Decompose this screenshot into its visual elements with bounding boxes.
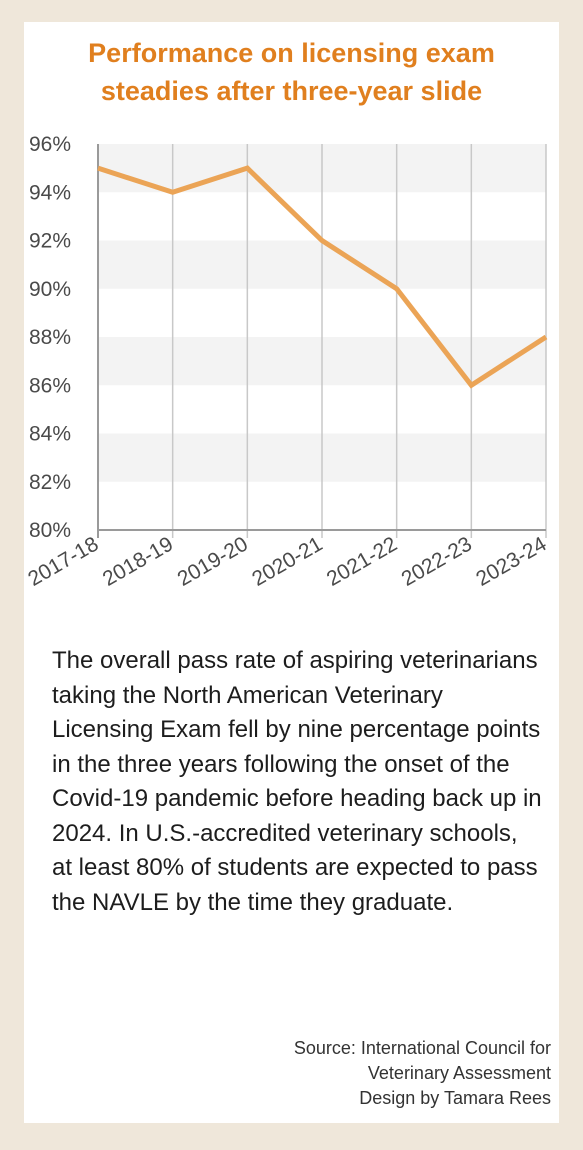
- x-tick-label: 2018-19: [99, 532, 177, 590]
- x-tick-label: 2022-23: [398, 532, 476, 590]
- series-group: [97, 165, 548, 389]
- line-chart: 80% 82% 84% 86% 88% 90% 92% 94% 96% 2017-182018-…: [24, 133, 551, 591]
- source-line: Source: International Council for: [293, 1038, 551, 1058]
- y-tick-label: 90%: [29, 278, 71, 301]
- y-tick-label: 88%: [29, 326, 71, 349]
- y-tick-label: 94%: [29, 181, 71, 204]
- y-tick-label: 82%: [29, 471, 71, 494]
- x-axis-ticks: 2017-182018-192019-202020-212021-222022-…: [24, 532, 551, 591]
- source-line-continued: Veterinary Assessment: [367, 1063, 551, 1083]
- chart-title: Performance on licensing exam steadies a…: [88, 38, 495, 106]
- y-tick-label: 80%: [29, 519, 71, 542]
- description-text: The overall pass rate of aspiring veteri…: [52, 647, 542, 916]
- x-tick-label: 2021-22: [323, 532, 401, 590]
- x-tick-label: 2019-20: [174, 532, 252, 590]
- y-axis-ticks: 80% 82% 84% 86% 88% 90% 92% 94% 96%: [29, 133, 71, 542]
- credits: Source: International Council for Veteri…: [294, 1036, 551, 1111]
- y-tick-label: 92%: [29, 230, 71, 253]
- chart-axes: [97, 144, 546, 538]
- chart-card: Performance on licensing exam steadies a…: [24, 22, 559, 1123]
- y-tick-label: 86%: [29, 374, 71, 397]
- vertical-gridlines: [171, 144, 547, 538]
- y-tick-label: 96%: [29, 133, 71, 156]
- y-tick-label: 84%: [29, 423, 71, 446]
- x-tick-label: 2020-21: [248, 532, 326, 590]
- design-credit: Design by Tamara Rees: [359, 1088, 551, 1108]
- x-tick-label: 2023-24: [472, 532, 551, 591]
